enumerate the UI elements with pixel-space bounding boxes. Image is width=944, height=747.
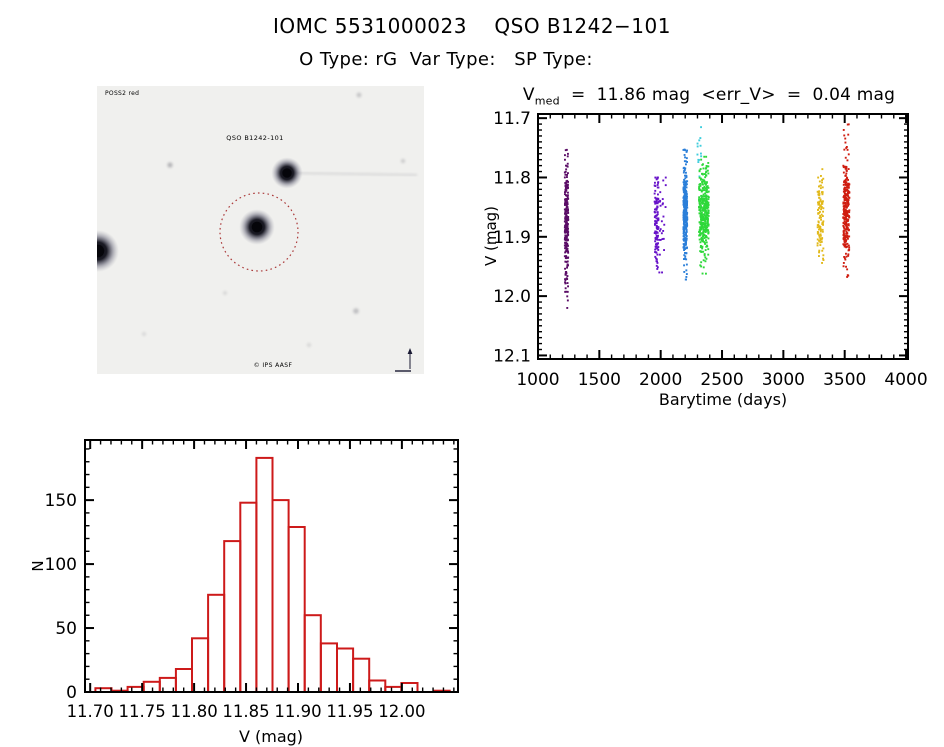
histogram-bar: [142, 680, 161, 694]
svg-text:12.1: 12.1: [493, 346, 531, 366]
faint-star: [401, 159, 405, 163]
finding-chart-canvas: POSS2 red QSO B1242-101 © IPS AASF: [97, 86, 424, 374]
vmed-values: = 11.86 mag <err_V> = 0.04 mag: [559, 85, 896, 105]
histogram-bar: [271, 499, 290, 693]
faint-star: [353, 308, 359, 314]
histogram-canvas: 11.70 11.75 11.80 11.85 11.90 11.95 12.00 0 50 10…: [30, 439, 459, 746]
histogram-frame: [84, 439, 459, 693]
histogram-bar: [207, 593, 226, 693]
histogram-bar: [352, 657, 371, 693]
svg-text:11.95: 11.95: [326, 702, 373, 721]
page-title: IOMC 5531000023 QSO B1242−101: [273, 14, 671, 38]
faint-star: [142, 332, 146, 336]
svg-text:0: 0: [66, 683, 77, 703]
svg-text:11.8: 11.8: [493, 168, 531, 188]
survey-label: POSS2 red: [105, 90, 139, 97]
cluster-epoch-6: [842, 123, 851, 278]
histogram-bar: [287, 526, 306, 693]
vmed-symbol: V: [522, 85, 535, 105]
svg-text:11.70: 11.70: [67, 702, 114, 721]
bright-star: [261, 153, 418, 193]
svg-text:11.75: 11.75: [119, 702, 166, 721]
cluster-epoch-2b: [658, 176, 667, 274]
compass-icon: [395, 348, 413, 372]
histogram-bar: [319, 642, 338, 693]
svg-text:11.7: 11.7: [493, 109, 531, 129]
histogram-bar: [255, 456, 274, 694]
finding-chart: POSS2 red QSO B1242-101 © IPS AASF: [97, 86, 424, 374]
chart-caption: © IPS AASF: [254, 362, 293, 369]
cluster-epoch-3: [682, 148, 689, 281]
lightcurve-x-axis-label: Barytime (days): [659, 390, 787, 409]
magnitude-histogram: 11.70 11.75 11.80 11.85 11.90 11.95 12.00 0 50 10…: [30, 430, 490, 747]
cluster-epoch-4: [698, 155, 710, 275]
svg-text:150: 150: [45, 491, 77, 511]
lightcurve-frame: [537, 113, 909, 360]
svg-text:3000: 3000: [762, 370, 805, 390]
histogram-bar: [303, 614, 322, 693]
svg-text:1000: 1000: [516, 370, 559, 390]
object-type-line: O Type: rG Var Type: SP Type:: [299, 49, 593, 70]
target-marker-circle: [219, 192, 299, 272]
faint-star: [167, 162, 173, 168]
svg-text:1500: 1500: [578, 370, 621, 390]
edge-star: [97, 230, 120, 272]
histogram-y-axis-label: N: [30, 560, 47, 571]
svg-text:100: 100: [45, 555, 77, 575]
lightcurve-plot: 1000 1500 2000 2500 3000 3500 4000 11.7 11.8 11.9…: [480, 100, 940, 430]
histogram-bar: [223, 540, 242, 693]
histogram-bar: [368, 679, 387, 693]
svg-text:11.85: 11.85: [222, 702, 269, 721]
lightcurve-y-axis-label: V (mag): [482, 206, 500, 266]
svg-text:2500: 2500: [700, 370, 743, 390]
lightcurve-points: [563, 123, 851, 309]
cluster-epoch-4a: [696, 126, 703, 178]
vmed-subscript: med: [534, 94, 560, 108]
histogram-bar: [400, 682, 419, 693]
svg-text:2000: 2000: [639, 370, 682, 390]
histogram-bars: [94, 456, 451, 694]
histogram-bar: [239, 501, 258, 693]
target-name-label: QSO B1242-101: [226, 134, 283, 142]
svg-text:11.90: 11.90: [274, 702, 321, 721]
faint-star: [223, 291, 227, 295]
faint-star: [356, 92, 362, 98]
target-star: [227, 201, 287, 253]
lightcurve-canvas: 1000 1500 2000 2500 3000 3500 4000 11.7 11.8 11.9…: [482, 109, 928, 409]
lightcurve-tick-labels: 1000 1500 2000 2500 3000 3500 4000 11.7 11.8 11.9…: [493, 109, 928, 390]
lightcurve-ticks: [537, 114, 908, 359]
svg-text:11.9: 11.9: [493, 228, 531, 248]
svg-text:50: 50: [55, 619, 77, 639]
svg-text:12.00: 12.00: [378, 702, 425, 721]
histogram-x-axis-label: V (mag): [239, 727, 303, 746]
svg-text:4000: 4000: [884, 370, 927, 390]
star-field: [97, 92, 418, 348]
faint-star: [306, 342, 312, 348]
lightcurve-stats-line: Vmed = 11.86 mag <err_V> = 0.04 mag: [478, 85, 940, 107]
cluster-epoch-1: [563, 148, 570, 309]
cluster-epoch-5: [816, 168, 825, 264]
svg-text:12.0: 12.0: [493, 287, 531, 307]
histogram-tick-labels: 11.70 11.75 11.80 11.85 11.90 11.95 12.00 0 50 10…: [45, 491, 426, 721]
cluster-epoch-2: [653, 176, 660, 270]
svg-text:3500: 3500: [823, 370, 866, 390]
svg-text:11.80: 11.80: [170, 702, 217, 721]
